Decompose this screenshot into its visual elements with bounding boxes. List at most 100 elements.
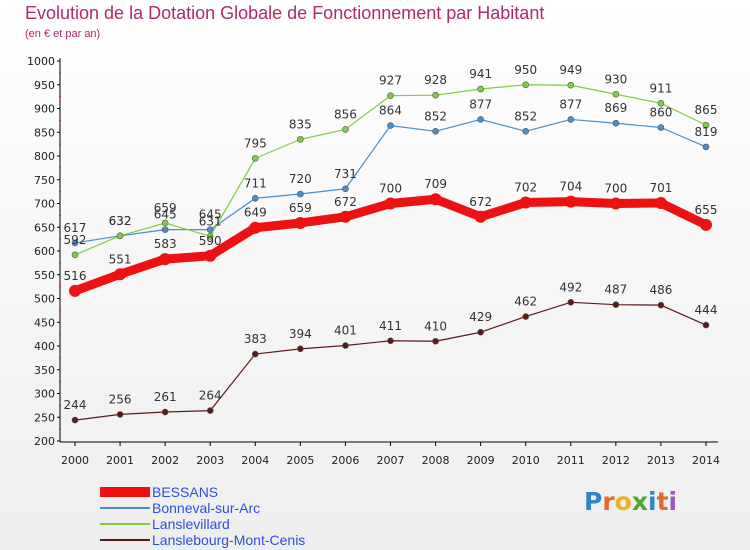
data-point-bessans[interactable] xyxy=(474,210,487,223)
data-point-bessans[interactable] xyxy=(564,195,577,208)
legend-label-bonneval: Bonneval-sur-Arc xyxy=(152,500,261,516)
data-point-lanslevillard[interactable] xyxy=(612,90,620,98)
logo-letter: x xyxy=(631,487,648,516)
data-point-lanslebourg-mont-cenis[interactable] xyxy=(567,298,575,306)
legend-item-bessans[interactable]: BESSANS xyxy=(100,484,305,500)
y-tick-label: 300 xyxy=(34,388,55,401)
data-label-lanslebourg-mont-cenis: 394 xyxy=(289,327,312,341)
data-point-bonneval-sur-arc[interactable] xyxy=(71,239,79,247)
data-point-lanslevillard[interactable] xyxy=(71,251,79,259)
legend-swatch-lanslebourg xyxy=(100,539,150,541)
data-point-bonneval-sur-arc[interactable] xyxy=(477,116,484,123)
data-point-bonneval-sur-arc[interactable] xyxy=(206,226,214,233)
data-point-lanslevillard[interactable] xyxy=(522,81,530,89)
data-point-lanslevillard[interactable] xyxy=(657,99,665,107)
logo-letter: t xyxy=(656,487,669,516)
data-point-bessans[interactable] xyxy=(519,196,532,209)
data-label-lanslevillard: 659 xyxy=(154,201,177,215)
data-point-bonneval-sur-arc[interactable] xyxy=(432,128,439,135)
data-point-lanslebourg-mont-cenis[interactable] xyxy=(161,408,169,416)
y-tick-label: 850 xyxy=(34,126,55,139)
data-point-bessans[interactable] xyxy=(249,221,262,234)
data-point-lanslebourg-mont-cenis[interactable] xyxy=(116,411,124,418)
data-point-bessans[interactable] xyxy=(114,268,127,281)
data-label-lanslebourg-mont-cenis: 486 xyxy=(649,283,672,297)
data-point-lanslevillard[interactable] xyxy=(702,121,710,129)
data-point-lanslebourg-mont-cenis[interactable] xyxy=(387,337,394,345)
data-label-bessans: 583 xyxy=(154,237,177,251)
data-point-bonneval-sur-arc[interactable] xyxy=(297,190,304,198)
data-point-bessans[interactable] xyxy=(204,249,217,262)
data-label-bessans: 700 xyxy=(604,182,627,196)
data-point-bonneval-sur-arc[interactable] xyxy=(567,116,575,123)
x-tick-label: 2000 xyxy=(61,454,89,467)
legend-item-lanslevillard[interactable]: Lanslevillard xyxy=(100,516,305,532)
data-point-lanslebourg-mont-cenis[interactable] xyxy=(297,345,304,353)
series-layer xyxy=(69,81,712,424)
data-point-bonneval-sur-arc[interactable] xyxy=(522,128,530,135)
data-point-lanslevillard[interactable] xyxy=(567,81,575,89)
data-point-lanslevillard[interactable] xyxy=(161,219,169,227)
data-point-bessans[interactable] xyxy=(384,197,397,210)
data-label-bonneval-sur-arc: 877 xyxy=(559,97,582,111)
data-point-bonneval-sur-arc[interactable] xyxy=(342,185,349,193)
y-tick-label: 650 xyxy=(34,221,55,234)
data-point-lanslevillard[interactable] xyxy=(116,232,124,240)
data-label-lanslebourg-mont-cenis: 492 xyxy=(559,280,582,294)
data-label-lanslebourg-mont-cenis: 244 xyxy=(64,398,87,412)
data-point-lanslebourg-mont-cenis[interactable] xyxy=(477,328,484,336)
data-point-lanslebourg-mont-cenis[interactable] xyxy=(522,313,530,320)
data-point-bessans[interactable] xyxy=(159,253,172,266)
data-point-bessans[interactable] xyxy=(609,197,622,210)
data-point-bessans[interactable] xyxy=(429,193,442,206)
data-point-bessans[interactable] xyxy=(339,210,352,223)
data-point-lanslevillard[interactable] xyxy=(206,232,214,240)
data-point-bonneval-sur-arc[interactable] xyxy=(387,122,394,129)
x-tick-label: 2001 xyxy=(106,454,134,467)
logo-letter: r xyxy=(602,487,615,516)
data-point-bonneval-sur-arc[interactable] xyxy=(612,119,620,127)
data-point-bessans[interactable] xyxy=(69,284,81,297)
data-point-lanslebourg-mont-cenis[interactable] xyxy=(657,301,665,309)
data-label-bessans: 701 xyxy=(649,181,672,195)
legend-swatch-bonneval xyxy=(100,507,150,509)
data-point-lanslebourg-mont-cenis[interactable] xyxy=(251,350,259,358)
data-point-bessans[interactable] xyxy=(654,197,667,210)
data-label-lanslebourg-mont-cenis: 383 xyxy=(244,332,267,346)
data-point-lanslevillard[interactable] xyxy=(387,92,394,99)
chart-title: Evolution de la Dotation Globale de Fonc… xyxy=(25,3,545,23)
data-point-lanslebourg-mont-cenis[interactable] xyxy=(612,301,620,308)
data-point-lanslevillard[interactable] xyxy=(297,136,304,143)
data-point-lanslevillard[interactable] xyxy=(477,85,484,93)
legend-item-bonneval[interactable]: Bonneval-sur-Arc xyxy=(100,500,305,516)
data-point-bessans[interactable] xyxy=(700,218,712,231)
data-label-bessans: 702 xyxy=(514,181,537,195)
data-point-lanslevillard[interactable] xyxy=(251,155,259,162)
legend-item-lanslebourg[interactable]: Lanslebourg-Mont-Cenis xyxy=(100,532,305,548)
data-label-lanslebourg-mont-cenis: 429 xyxy=(469,310,492,324)
data-label-bonneval-sur-arc: 860 xyxy=(649,106,672,120)
data-point-lanslevillard[interactable] xyxy=(342,126,349,133)
data-point-lanslebourg-mont-cenis[interactable] xyxy=(702,321,710,329)
data-label-bonneval-sur-arc: 864 xyxy=(379,104,402,118)
data-point-bessans[interactable] xyxy=(294,216,307,229)
data-label-bonneval-sur-arc: 877 xyxy=(469,97,492,111)
data-point-lanslevillard[interactable] xyxy=(432,91,439,99)
data-label-lanslebourg-mont-cenis: 410 xyxy=(424,319,447,333)
data-label-bessans: 659 xyxy=(289,201,312,215)
data-label-lanslevillard: 856 xyxy=(334,107,357,121)
data-point-bonneval-sur-arc[interactable] xyxy=(161,226,169,233)
data-label-lanslevillard: 930 xyxy=(604,72,627,86)
data-label-bonneval-sur-arc: 852 xyxy=(514,109,537,123)
data-point-lanslebourg-mont-cenis[interactable] xyxy=(432,337,439,345)
data-label-lanslebourg-mont-cenis: 401 xyxy=(334,324,357,338)
data-point-bonneval-sur-arc[interactable] xyxy=(251,194,259,202)
data-point-lanslebourg-mont-cenis[interactable] xyxy=(342,342,349,349)
data-point-bonneval-sur-arc[interactable] xyxy=(657,124,665,131)
data-point-lanslebourg-mont-cenis[interactable] xyxy=(206,407,214,414)
data-point-lanslebourg-mont-cenis[interactable] xyxy=(71,416,79,424)
series-lanslebourg-mont-cenis xyxy=(71,298,710,424)
data-label-lanslevillard: 950 xyxy=(514,63,537,77)
data-point-bonneval-sur-arc[interactable] xyxy=(702,143,710,151)
